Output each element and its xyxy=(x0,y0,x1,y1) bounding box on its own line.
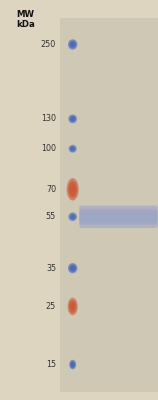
Ellipse shape xyxy=(71,147,75,151)
FancyBboxPatch shape xyxy=(79,206,158,228)
Ellipse shape xyxy=(69,300,76,313)
Ellipse shape xyxy=(70,117,75,121)
Ellipse shape xyxy=(69,214,76,220)
Bar xyxy=(60,18,158,392)
Ellipse shape xyxy=(70,42,75,47)
FancyBboxPatch shape xyxy=(79,211,158,222)
Ellipse shape xyxy=(68,263,77,273)
Text: 55: 55 xyxy=(46,212,56,221)
Ellipse shape xyxy=(70,214,75,219)
Text: MW
kDa: MW kDa xyxy=(16,10,35,29)
Text: 35: 35 xyxy=(46,264,56,273)
Text: 70: 70 xyxy=(46,185,56,194)
Ellipse shape xyxy=(68,212,77,221)
Text: 15: 15 xyxy=(46,360,56,369)
Ellipse shape xyxy=(69,264,76,272)
Ellipse shape xyxy=(70,266,75,271)
Ellipse shape xyxy=(69,40,76,48)
Text: 25: 25 xyxy=(46,302,56,311)
Ellipse shape xyxy=(67,178,79,200)
Ellipse shape xyxy=(70,361,75,368)
Ellipse shape xyxy=(68,298,78,315)
FancyBboxPatch shape xyxy=(79,209,158,225)
Ellipse shape xyxy=(68,181,77,198)
Ellipse shape xyxy=(69,360,76,370)
Text: 250: 250 xyxy=(41,40,56,49)
Ellipse shape xyxy=(68,114,77,123)
Text: 130: 130 xyxy=(41,114,56,123)
Ellipse shape xyxy=(70,302,75,311)
Ellipse shape xyxy=(70,184,76,195)
Ellipse shape xyxy=(70,146,76,152)
Ellipse shape xyxy=(69,145,77,153)
Ellipse shape xyxy=(68,39,77,50)
Ellipse shape xyxy=(71,362,74,367)
Ellipse shape xyxy=(69,116,76,122)
Text: 100: 100 xyxy=(41,144,56,153)
